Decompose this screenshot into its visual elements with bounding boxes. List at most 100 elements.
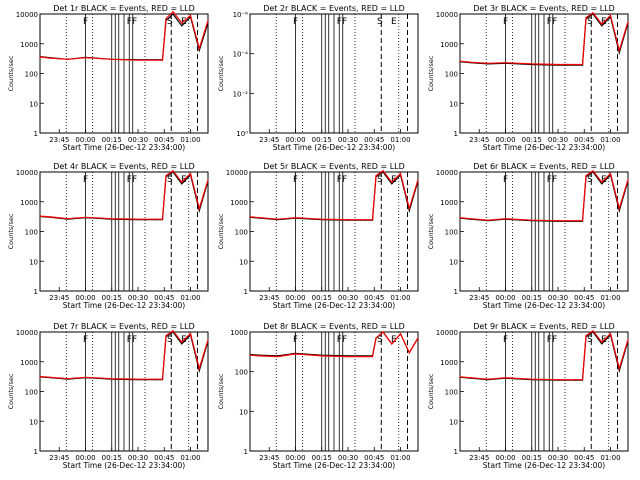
event-marker-label: F [337, 17, 342, 27]
data-point-events [618, 370, 620, 372]
data-point-lld [408, 207, 410, 209]
event-marker-label: F [293, 17, 298, 27]
x-tick-label: 00:30 [548, 294, 568, 302]
x-tick-label: 01:00 [180, 294, 200, 302]
data-point-lld [198, 47, 200, 49]
data-point-lld [172, 11, 174, 13]
x-tick-label: 23:45 [259, 136, 279, 144]
x-tick-label: 00:00 [285, 294, 305, 302]
y-tick-label: 100 [25, 71, 38, 79]
data-point-lld [161, 59, 164, 61]
y-tick-label: 10 [29, 258, 38, 266]
x-tick-label: 00:00 [285, 136, 305, 144]
data-point-lld [207, 179, 209, 181]
x-tick-label: 01:00 [180, 454, 200, 462]
data-point-lld [487, 378, 489, 380]
data-point-lld [382, 170, 384, 172]
event-marker-label: F [547, 175, 552, 185]
y-tick-label: 100 [25, 389, 38, 397]
data-point-lld [249, 354, 251, 356]
event-marker-label: F [132, 335, 137, 345]
data-point-lld [592, 330, 594, 332]
chart-title: Det 8r BLACK = Events, RED = LLD [263, 322, 405, 331]
data-point-lld [165, 18, 167, 20]
data-point-lld [137, 378, 139, 380]
x-axis-label: Start Time (26-Dec-12 23:34:00) [483, 301, 605, 310]
y-tick-label: 10 [449, 418, 458, 426]
data-point-lld [417, 179, 419, 181]
data-point-lld [574, 220, 577, 222]
data-point-lld [154, 378, 157, 380]
data-point-lld [189, 332, 192, 334]
data-point-lld [67, 58, 69, 60]
data-point-lld [347, 219, 349, 221]
data-point-events [172, 13, 174, 15]
data-point-lld [249, 216, 251, 218]
data-point-lld [181, 22, 183, 24]
y-tick-label: 100 [445, 229, 458, 237]
data-point-lld [391, 343, 393, 345]
y-tick-label: 10000 [226, 169, 248, 177]
y-tick-label: 1 [244, 448, 248, 456]
y-tick-label: 1000 [230, 199, 248, 207]
data-point-lld [181, 181, 183, 183]
y-tick-label: 1 [34, 288, 38, 296]
data-point-events [618, 210, 620, 212]
y-tick-label: 10000 [436, 329, 458, 337]
series-line-lld [39, 169, 209, 220]
event-marker-label: S [167, 335, 173, 345]
x-tick-label: 00:15 [312, 294, 332, 302]
y-tick-label: 100 [445, 389, 458, 397]
data-point-lld [259, 355, 262, 357]
y-tick-label: 10 [449, 100, 458, 108]
x-tick-label: 00:45 [364, 454, 384, 462]
y-axis-label: Counts/sec [427, 55, 435, 91]
series-line-lld [459, 11, 629, 66]
data-point-events [391, 183, 393, 185]
y-tick-label: 10000 [436, 169, 458, 177]
data-point-lld [469, 377, 472, 379]
data-point-lld [207, 20, 209, 22]
x-tick-label: 01:00 [600, 294, 620, 302]
x-tick-label: 01:00 [180, 136, 200, 144]
data-point-lld [487, 62, 489, 64]
data-point-events [601, 183, 603, 185]
data-point-events [198, 210, 200, 212]
x-tick-label: 00:45 [154, 454, 174, 462]
data-point-lld [399, 172, 402, 174]
x-axis-label: Start Time (26-Dec-12 23:34:00) [483, 461, 605, 470]
data-point-events [181, 343, 183, 345]
x-axis-label: Start Time (26-Dec-12 23:34:00) [483, 143, 605, 152]
y-tick-label: 10 [29, 418, 38, 426]
event-marker-label: F [552, 17, 557, 27]
y-tick-label: 1000 [440, 41, 458, 49]
data-point-lld [111, 378, 113, 380]
event-marker-label: F [132, 175, 137, 185]
x-tick-label: 00:00 [75, 454, 95, 462]
event-marker-label: F [293, 335, 298, 345]
event-marker-label: S [377, 175, 383, 185]
x-tick-label: 00:15 [522, 454, 542, 462]
data-point-events [408, 210, 410, 212]
x-tick-label: 01:00 [390, 136, 410, 144]
event-marker-label: F [552, 335, 557, 345]
data-point-lld [111, 58, 113, 60]
x-axis-label: Start Time (26-Dec-12 23:34:00) [273, 143, 395, 152]
data-point-lld [207, 339, 209, 341]
x-tick-label: 00:15 [102, 454, 122, 462]
data-point-lld [364, 355, 367, 358]
x-tick-label: 00:00 [75, 294, 95, 302]
x-tick-label: 00:15 [312, 454, 332, 462]
data-point-lld [618, 49, 620, 51]
data-point-lld [581, 379, 584, 381]
data-point-lld [198, 207, 200, 209]
event-marker-label: F [337, 335, 342, 345]
data-point-lld [574, 379, 577, 381]
event-marker-label: F [503, 17, 508, 27]
